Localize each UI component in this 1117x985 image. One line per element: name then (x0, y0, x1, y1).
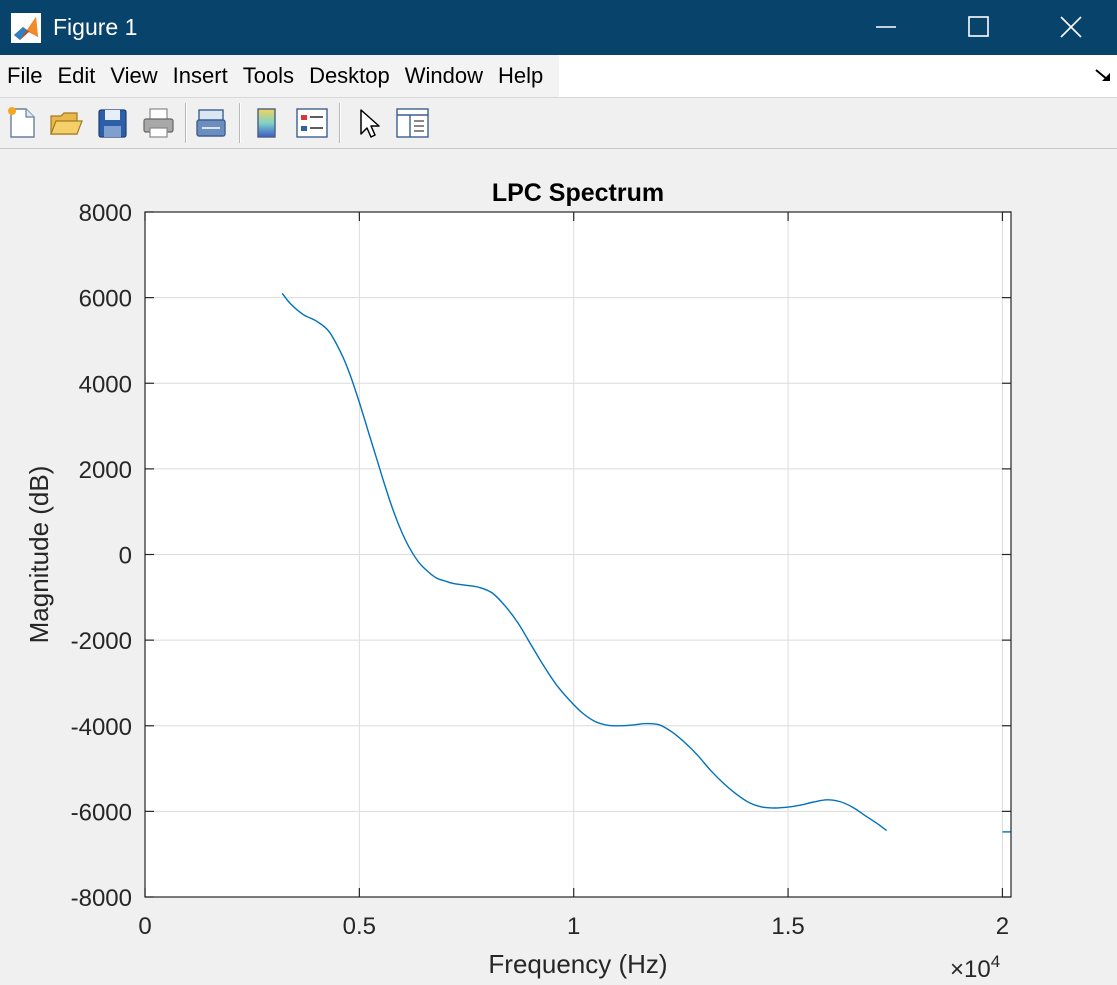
y-tick-label: -6000 (71, 799, 132, 826)
insert-legend-button[interactable] (293, 104, 331, 142)
maximize-button[interactable] (932, 0, 1024, 55)
insert-colorbar-icon (257, 108, 276, 138)
x-axis-label: Frequency (Hz) (488, 949, 667, 979)
x-exponent-power: 4 (991, 952, 1000, 971)
y-tick-label: 2000 (79, 457, 132, 484)
menu-bar: File Edit View Insert Tools Desktop Wind… (0, 55, 1117, 98)
property-inspector-button[interactable] (394, 104, 432, 142)
save-icon (98, 109, 127, 138)
print-button[interactable] (140, 104, 178, 142)
menu-edit[interactable]: Edit (57, 63, 96, 88)
open-file-button[interactable] (47, 104, 85, 142)
series-line (281, 292, 888, 832)
tick-marks: 0 0.5 1 1.5 2 -8000 -6000 -4000 -2000 0 2000 4000 60… (71, 200, 1011, 940)
matlab-logo-icon (11, 13, 41, 43)
close-button[interactable] (1024, 0, 1116, 55)
x-tick-label: 0 (138, 913, 151, 940)
dock-figure-icon[interactable] (1095, 69, 1111, 83)
menu-tools[interactable]: Tools (242, 63, 295, 88)
property-inspector-icon (396, 108, 429, 138)
plot-svg[interactable]: 0 0.5 1 1.5 2 -8000 -6000 -4000 -2000 0 2000 4000 60… (0, 149, 1117, 983)
toolbar-separator (239, 103, 241, 143)
x-tick-label: 2 (996, 913, 1009, 940)
x-tick-label: 0.5 (343, 913, 376, 940)
link-plot-button[interactable] (193, 104, 231, 142)
close-icon (1060, 16, 1082, 38)
save-button[interactable] (94, 104, 132, 142)
y-tick-label: 0 (119, 543, 132, 570)
title-bar: Figure 1 (0, 0, 1117, 55)
series-group (281, 292, 1011, 833)
x-tick-label: 1 (567, 913, 580, 940)
menu-window[interactable]: Window (404, 63, 484, 88)
minimize-icon (876, 26, 896, 28)
menu-help[interactable]: Help (498, 63, 544, 88)
menu-desktop[interactable]: Desktop (309, 63, 390, 88)
y-axis-label: Magnitude (dB) (24, 466, 54, 644)
link-plot-icon (196, 109, 226, 137)
figure-toolbar (0, 98, 1117, 149)
toolbar-separator (339, 103, 341, 143)
edit-plot-icon (360, 109, 380, 138)
new-figure-icon (8, 107, 35, 138)
toolbar-separator (185, 103, 187, 143)
x-axis-exponent: ×104 (950, 952, 1000, 980)
insert-legend-icon (296, 108, 328, 138)
y-tick-label: 6000 (79, 286, 132, 313)
y-tick-label: -4000 (71, 714, 132, 741)
window-title: Figure 1 (53, 14, 138, 40)
y-tick-label: -2000 (71, 628, 132, 655)
y-tick-label: 4000 (79, 371, 132, 398)
menu-list: File Edit View Insert Tools Desktop Wind… (0, 55, 560, 97)
insert-colorbar-button[interactable] (248, 104, 286, 142)
x-exponent-base: ×10 (950, 956, 991, 980)
menu-insert[interactable]: Insert (172, 63, 228, 88)
open-file-icon (50, 112, 83, 135)
minimize-button[interactable] (840, 0, 932, 55)
chart-title: LPC Spectrum (492, 179, 664, 207)
edit-plot-button[interactable] (350, 104, 388, 142)
x-tick-label: 1.5 (771, 913, 804, 940)
y-tick-label: -8000 (71, 885, 132, 912)
maximize-icon (968, 16, 989, 37)
y-tick-label: 8000 (79, 200, 132, 227)
menu-view[interactable]: View (110, 63, 158, 88)
new-figure-button[interactable] (3, 104, 41, 142)
menu-file[interactable]: File (7, 63, 43, 88)
print-icon (143, 108, 174, 138)
figure-canvas: 0 0.5 1 1.5 2 -8000 -6000 -4000 -2000 0 2000 4000 60… (0, 149, 1117, 983)
